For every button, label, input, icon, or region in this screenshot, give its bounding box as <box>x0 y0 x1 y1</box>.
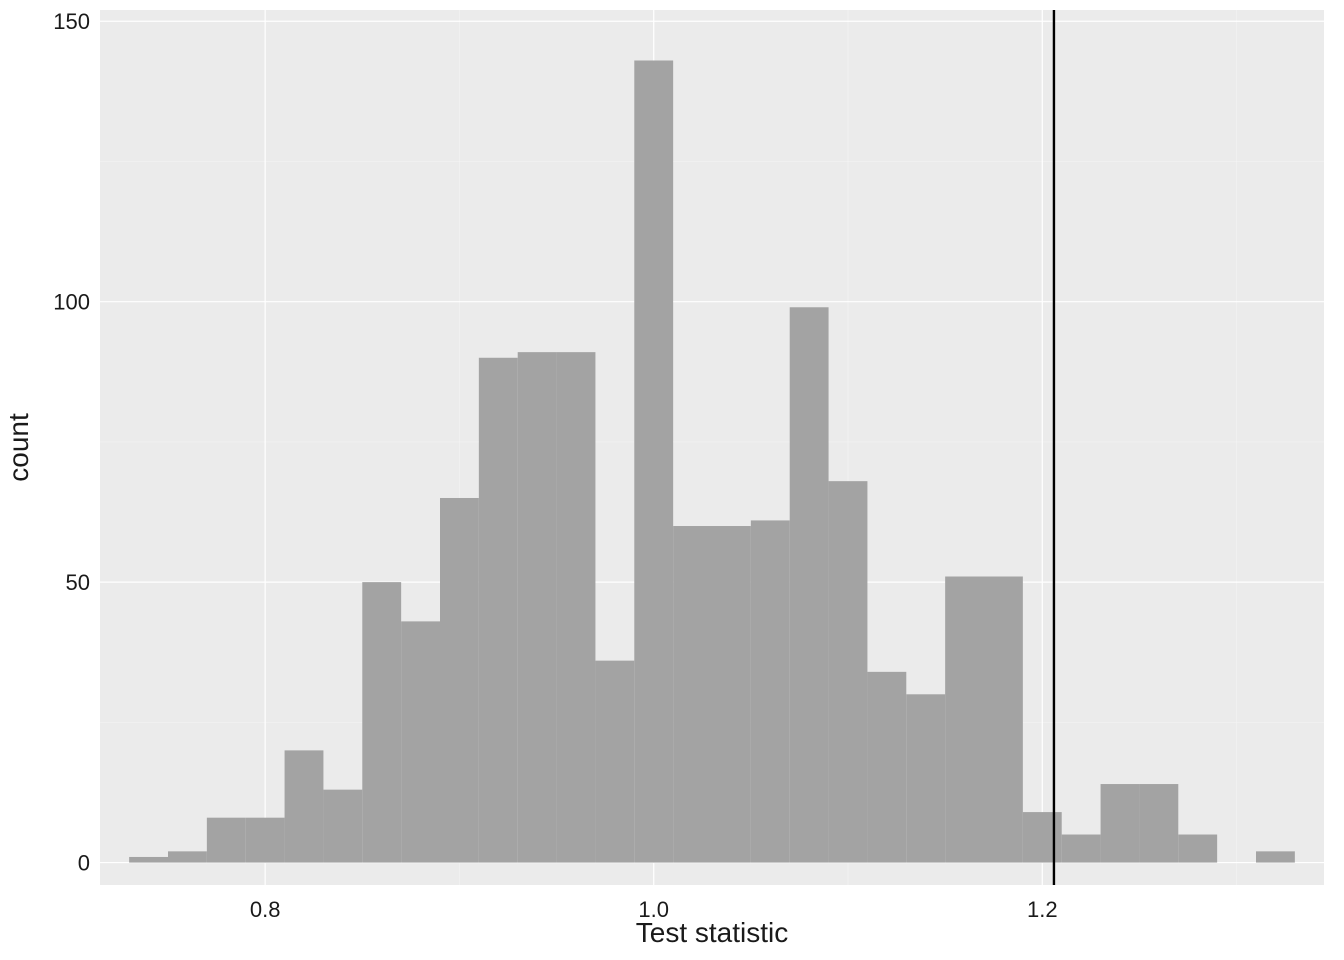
histogram-bar <box>595 661 634 863</box>
y-tick-label: 50 <box>66 570 90 595</box>
histogram-bar <box>906 694 945 862</box>
histogram-bar <box>1178 835 1217 863</box>
histogram-bar <box>207 818 246 863</box>
histogram-bar <box>829 481 868 862</box>
histogram-bar <box>129 857 168 863</box>
histogram-bar <box>1101 784 1140 863</box>
histogram-bar <box>168 851 207 862</box>
histogram-bar <box>440 498 479 863</box>
y-tick-label: 0 <box>78 850 90 875</box>
histogram-bar <box>285 750 324 862</box>
histogram-bar <box>557 352 596 862</box>
x-tick-label: 0.8 <box>250 897 281 922</box>
x-tick-label: 1.2 <box>1027 897 1058 922</box>
chart-svg: 0.81.01.2050100150Test statisticcount <box>0 0 1344 960</box>
histogram-bar <box>790 307 829 862</box>
histogram-bar <box>634 60 673 862</box>
y-tick-label: 150 <box>53 9 90 34</box>
histogram-bar <box>1023 812 1062 862</box>
histogram-bar <box>362 582 401 862</box>
histogram-bar <box>712 526 751 863</box>
histogram-bar <box>246 818 285 863</box>
y-axis-title: count <box>3 413 34 482</box>
y-tick-label: 100 <box>53 289 90 314</box>
x-axis-title: Test statistic <box>636 917 788 948</box>
histogram-bar <box>401 621 440 862</box>
histogram-bar <box>673 526 712 863</box>
histogram-bar <box>867 672 906 863</box>
histogram-bar <box>1256 851 1295 862</box>
histogram-bar <box>479 358 518 863</box>
histogram-bar <box>518 352 557 862</box>
histogram-bar <box>945 577 984 863</box>
histogram-bar <box>1139 784 1178 863</box>
histogram-bar <box>323 790 362 863</box>
histogram-bar <box>751 520 790 862</box>
histogram-bar <box>1062 835 1101 863</box>
histogram-chart: 0.81.01.2050100150Test statisticcount <box>0 0 1344 960</box>
histogram-bar <box>984 577 1023 863</box>
